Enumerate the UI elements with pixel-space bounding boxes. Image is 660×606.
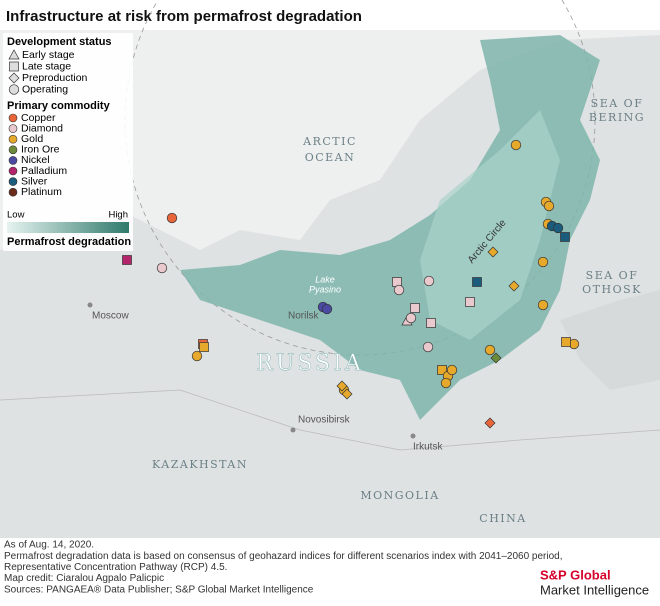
logo: S&P Global bbox=[540, 567, 611, 582]
country-label: RUSSIA bbox=[256, 351, 363, 376]
legend-label: Early stage bbox=[22, 49, 75, 61]
site-marker bbox=[422, 341, 434, 353]
logo: Market Intelligence bbox=[540, 582, 649, 597]
lake-label: Lake bbox=[315, 274, 335, 284]
site-marker bbox=[465, 297, 475, 307]
scale-label: High bbox=[108, 210, 128, 221]
footer-line: As of Aug. 14, 2020. bbox=[4, 540, 94, 551]
city-label: Norilsk bbox=[288, 311, 320, 322]
site-marker bbox=[472, 277, 482, 287]
legend-label: Late stage bbox=[22, 60, 71, 72]
legend-label: Iron Ore bbox=[21, 144, 60, 156]
site-marker bbox=[537, 256, 549, 268]
legend-swatch bbox=[8, 166, 18, 176]
legend-symbol bbox=[8, 84, 20, 95]
legend-label: Nickel bbox=[21, 154, 50, 166]
legend-label: Operating bbox=[22, 83, 68, 95]
site-marker bbox=[156, 262, 168, 274]
site-marker bbox=[487, 246, 499, 258]
footer-line: Map credit: Ciaralou Agpalo Palicpic bbox=[4, 573, 164, 584]
country-label: CHINA bbox=[479, 512, 526, 525]
legend-swatch bbox=[8, 177, 18, 186]
site-marker bbox=[446, 364, 458, 376]
site-marker bbox=[426, 318, 436, 328]
ocean-label: ARCTIC bbox=[302, 135, 357, 148]
city-dot bbox=[87, 302, 93, 308]
site-marker bbox=[191, 350, 203, 362]
legend-label: Copper bbox=[21, 112, 56, 124]
legend-label: Diamond bbox=[21, 122, 63, 134]
site-marker bbox=[560, 232, 570, 242]
footer-line: Sources: PANGAEA® Data Publisher; S&P Gl… bbox=[4, 584, 314, 595]
site-marker bbox=[405, 312, 417, 324]
site-marker bbox=[321, 303, 333, 315]
site-marker bbox=[490, 352, 502, 364]
basemap bbox=[0, 0, 660, 538]
legend-symbol bbox=[8, 72, 20, 84]
legend-swatch bbox=[8, 124, 18, 133]
city-label: Moscow bbox=[92, 311, 129, 322]
country-label: MONGOLIA bbox=[360, 489, 439, 502]
sea-label: OTHOSK bbox=[582, 283, 642, 296]
site-marker bbox=[552, 222, 564, 234]
legend-title: Primary commodity bbox=[7, 100, 111, 112]
site-marker bbox=[440, 377, 452, 389]
legend-symbol bbox=[9, 61, 19, 72]
legend-title: Development status bbox=[7, 36, 112, 48]
site-marker bbox=[437, 365, 447, 375]
footer-line: Representative Concentration Pathway (RC… bbox=[4, 562, 227, 573]
sea-label: SEA OF bbox=[591, 97, 644, 110]
legend-label: Gold bbox=[21, 133, 43, 145]
legend-label: Palladium bbox=[21, 165, 67, 177]
sea-label: BERING bbox=[589, 111, 645, 124]
site-marker bbox=[484, 344, 496, 356]
site-marker bbox=[510, 139, 522, 151]
legend-swatch bbox=[8, 134, 18, 144]
legend-label: Silver bbox=[21, 175, 48, 187]
lake-label: Pyasino bbox=[309, 284, 341, 294]
city-label: Novosibirsk bbox=[298, 415, 351, 426]
footer: S&P Global Market Intelligence As of Aug… bbox=[4, 540, 649, 598]
legend-swatch bbox=[8, 156, 18, 165]
sea-label: SEA OF bbox=[586, 269, 639, 282]
site-marker bbox=[484, 417, 496, 429]
city-label: Irkutsk bbox=[413, 442, 443, 453]
site-marker bbox=[410, 303, 420, 313]
site-marker bbox=[423, 275, 435, 287]
site-marker bbox=[508, 280, 520, 292]
site-marker bbox=[543, 200, 555, 212]
site-marker bbox=[393, 284, 405, 296]
country-label: KAZAKHSTAN bbox=[152, 458, 248, 471]
legend-label: Preproduction bbox=[22, 72, 88, 84]
markers bbox=[87, 139, 580, 429]
legend-swatch bbox=[8, 113, 18, 123]
title: Infrastructure at risk from permafrost d… bbox=[6, 8, 362, 25]
site-marker bbox=[336, 380, 348, 392]
site-marker bbox=[122, 255, 132, 265]
site-marker bbox=[341, 388, 353, 400]
site-marker bbox=[199, 342, 209, 352]
legend-swatch bbox=[8, 145, 18, 155]
site-marker bbox=[561, 337, 571, 347]
legend-symbol bbox=[8, 49, 20, 60]
scale-label: Low bbox=[7, 210, 25, 221]
legend-swatch bbox=[8, 187, 18, 197]
footer-line: Permafrost degradation data is based on … bbox=[4, 551, 563, 562]
scale-bar bbox=[7, 222, 129, 233]
ocean-label: OCEAN bbox=[305, 151, 356, 164]
site-marker bbox=[166, 212, 178, 224]
legend-label: Platinum bbox=[21, 186, 62, 198]
site-marker bbox=[537, 299, 549, 311]
legend-title: Permafrost degradation bbox=[7, 236, 131, 248]
